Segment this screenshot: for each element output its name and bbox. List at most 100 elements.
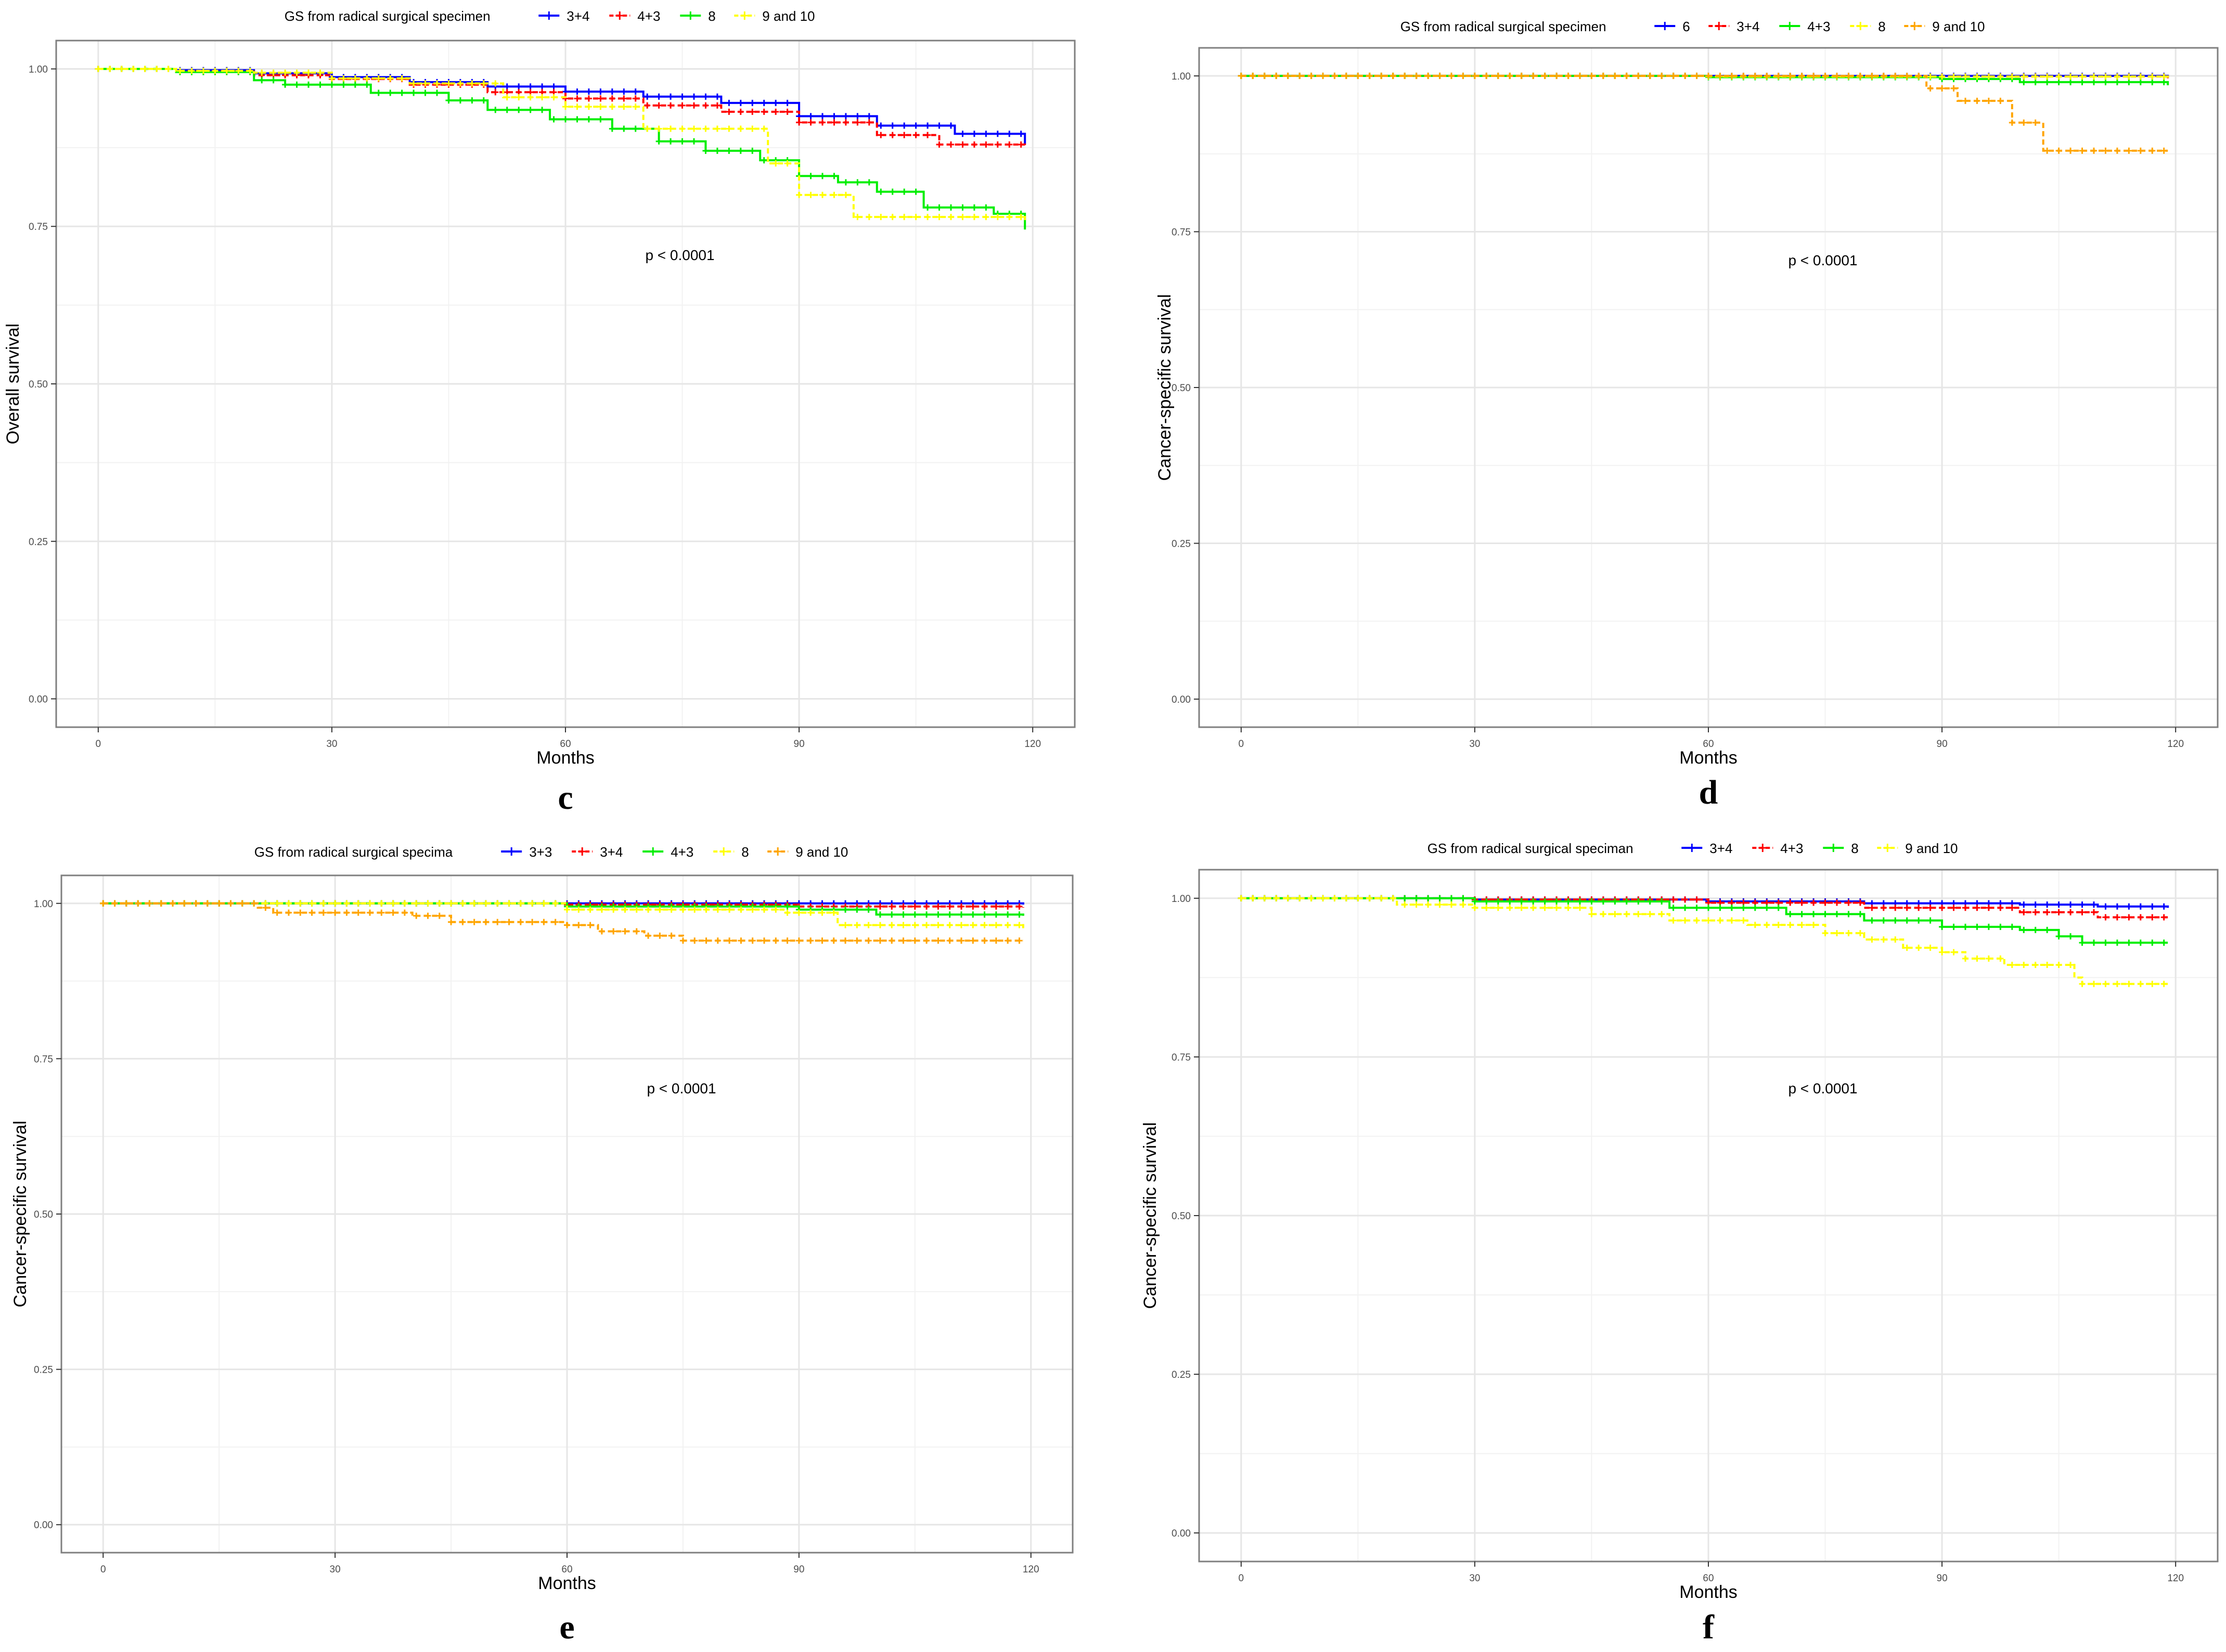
censor-mark: [1974, 73, 1980, 80]
censor-mark: [714, 937, 721, 944]
y-tick-label: 0.50: [29, 379, 48, 390]
censor-mark: [239, 900, 246, 907]
censor-mark: [702, 125, 709, 132]
censor-mark: [1600, 911, 1606, 918]
censor-mark: [819, 937, 826, 944]
y-tick-label: 0.00: [34, 1520, 53, 1531]
censor-mark: [1822, 930, 1829, 937]
panel-label: c: [558, 779, 573, 817]
censor-mark: [924, 214, 931, 221]
y-tick-label: 0.25: [1172, 1370, 1191, 1380]
censor-mark: [445, 97, 452, 104]
censor-mark: [1997, 97, 2004, 104]
censor-mark: [610, 906, 617, 913]
censor-mark: [597, 95, 604, 102]
censor-mark: [459, 900, 466, 907]
censor-mark: [924, 132, 931, 138]
censor-mark: [1950, 949, 1957, 956]
censor-mark: [1378, 72, 1385, 79]
censor-mark: [1927, 917, 1934, 924]
x-axis-title: Months: [1679, 748, 1738, 768]
censor-mark: [807, 191, 814, 198]
censor-mark: [889, 214, 896, 221]
censor-mark: [527, 83, 534, 90]
censor-mark: [390, 900, 396, 907]
censor-mark: [1495, 72, 1501, 79]
censor-mark: [2021, 926, 2027, 933]
censor-mark: [332, 900, 339, 907]
censor-mark: [1436, 895, 1443, 901]
censor-mark: [2079, 73, 2086, 80]
censor-mark: [390, 909, 396, 916]
censor-mark: [367, 900, 374, 907]
censor-mark: [305, 69, 312, 76]
censor-mark: [317, 69, 324, 76]
censor-mark: [598, 906, 605, 913]
censor-mark: [1425, 901, 1432, 908]
censor-mark: [702, 147, 709, 154]
censor-mark: [644, 125, 651, 132]
p-value-annotation: p < 0.0001: [647, 1080, 716, 1096]
censor-mark: [1658, 72, 1665, 79]
censor-mark: [2009, 119, 2015, 126]
censor-mark: [958, 903, 964, 910]
censor-mark: [574, 95, 581, 102]
censor-mark: [1974, 97, 1980, 104]
censor-mark: [1880, 905, 1887, 911]
censor-mark: [1927, 905, 1934, 911]
censor-mark: [1869, 936, 1875, 943]
censor-mark: [2137, 980, 2144, 987]
censor-mark: [1658, 898, 1665, 905]
censor-mark: [784, 160, 791, 167]
censor-mark: [2079, 909, 2086, 915]
censor-mark: [2079, 901, 2086, 908]
censor-mark: [1378, 895, 1385, 901]
censor-mark: [1565, 72, 1572, 79]
censor-mark: [1635, 911, 1642, 918]
censor-mark: [807, 909, 814, 916]
censor-mark: [1448, 895, 1455, 901]
censor-mark: [645, 932, 652, 939]
censor-mark: [1717, 905, 1723, 911]
censor-mark: [355, 900, 362, 907]
y-tick-label: 0.75: [29, 222, 48, 233]
censor-mark: [959, 141, 966, 148]
censor-mark: [1997, 73, 2004, 80]
censor-mark: [212, 68, 218, 74]
censor-mark: [901, 122, 908, 129]
censor-mark: [2090, 79, 2097, 85]
censor-mark: [679, 102, 686, 109]
censor-mark: [2114, 939, 2120, 946]
censor-mark: [668, 932, 675, 939]
censor-mark: [378, 909, 385, 916]
censor-mark: [1985, 905, 1992, 911]
y-tick-label: 0.00: [29, 694, 48, 705]
censor-mark: [2079, 147, 2086, 154]
censor-mark: [1740, 917, 1747, 924]
censor-mark: [958, 911, 964, 918]
legend-key-mark: [1910, 22, 1919, 30]
censor-mark: [564, 922, 570, 928]
censor-mark: [1343, 895, 1349, 901]
censor-mark: [981, 903, 988, 910]
censor-mark: [492, 89, 499, 96]
censor-mark: [1436, 901, 1443, 908]
censor-mark: [1308, 895, 1315, 901]
censor-mark: [364, 75, 370, 82]
censor-mark: [251, 900, 258, 907]
censor-mark: [866, 113, 872, 120]
censor-mark: [866, 119, 872, 126]
censor-mark: [865, 937, 872, 944]
censor-mark: [749, 108, 756, 115]
censor-mark: [1541, 905, 1548, 911]
censor-mark: [784, 937, 791, 944]
censor-mark: [398, 75, 405, 82]
censor-mark: [1588, 898, 1595, 905]
censor-mark: [1518, 898, 1525, 905]
censor-mark: [448, 900, 455, 907]
censor-mark: [1880, 936, 1887, 943]
censor-mark: [2032, 901, 2039, 908]
censor-mark: [970, 903, 976, 910]
censor-mark: [192, 900, 199, 907]
censor-mark: [1670, 905, 1677, 911]
